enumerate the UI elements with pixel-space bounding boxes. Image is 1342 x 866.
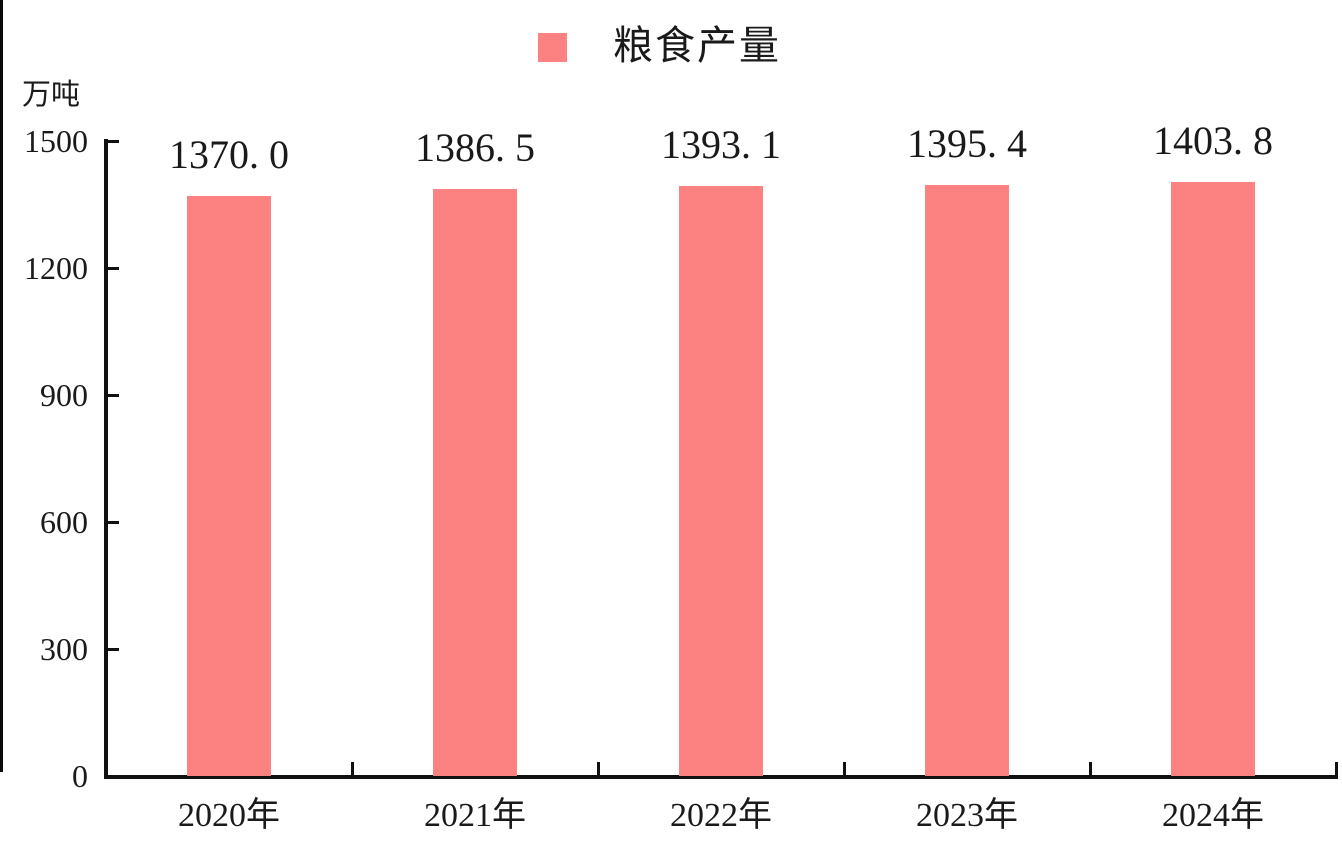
bar [433,189,517,776]
x-axis-line [104,775,1338,779]
y-tick-label: 1200 [24,250,88,286]
x-axis-label: 2023年 [916,797,1018,834]
legend-swatch [538,33,567,62]
x-tick-mark [596,762,600,775]
y-tick-mark [107,647,119,651]
bar [1171,181,1255,776]
bar [925,185,1009,776]
bar-value-label: 1393. 1 [661,122,781,168]
y-tick-label: 900 [40,377,88,413]
y-tick-label: 1500 [24,123,88,159]
y-tick-mark [107,139,119,143]
x-axis-label: 2024年 [1162,797,1264,834]
y-axis-line [104,139,108,779]
x-tick-mark [350,762,354,775]
y-tick-mark [107,393,119,397]
bar [679,186,763,776]
bar-value-label: 1370. 0 [169,132,289,178]
bar-value-label: 1403. 8 [1153,117,1273,163]
x-axis-label: 2020年 [178,797,280,834]
y-tick-mark [107,266,119,270]
y-axis-unit-label: 万吨 [22,79,81,111]
y-tick-label: 0 [72,758,88,794]
left-edge-artifact [0,0,3,772]
bar [187,196,271,776]
x-tick-mark [1334,762,1338,775]
y-tick-label: 300 [40,631,88,667]
x-axis-label: 2022年 [670,797,772,834]
x-tick-mark [842,762,846,775]
x-axis-label: 2021年 [424,797,526,834]
y-tick-label: 600 [40,504,88,540]
bar-value-label: 1386. 5 [415,125,535,171]
legend-label: 粮食产量 [613,23,781,68]
bar-value-label: 1395. 4 [907,121,1027,167]
y-tick-mark [107,520,119,524]
x-tick-mark [1088,762,1092,775]
